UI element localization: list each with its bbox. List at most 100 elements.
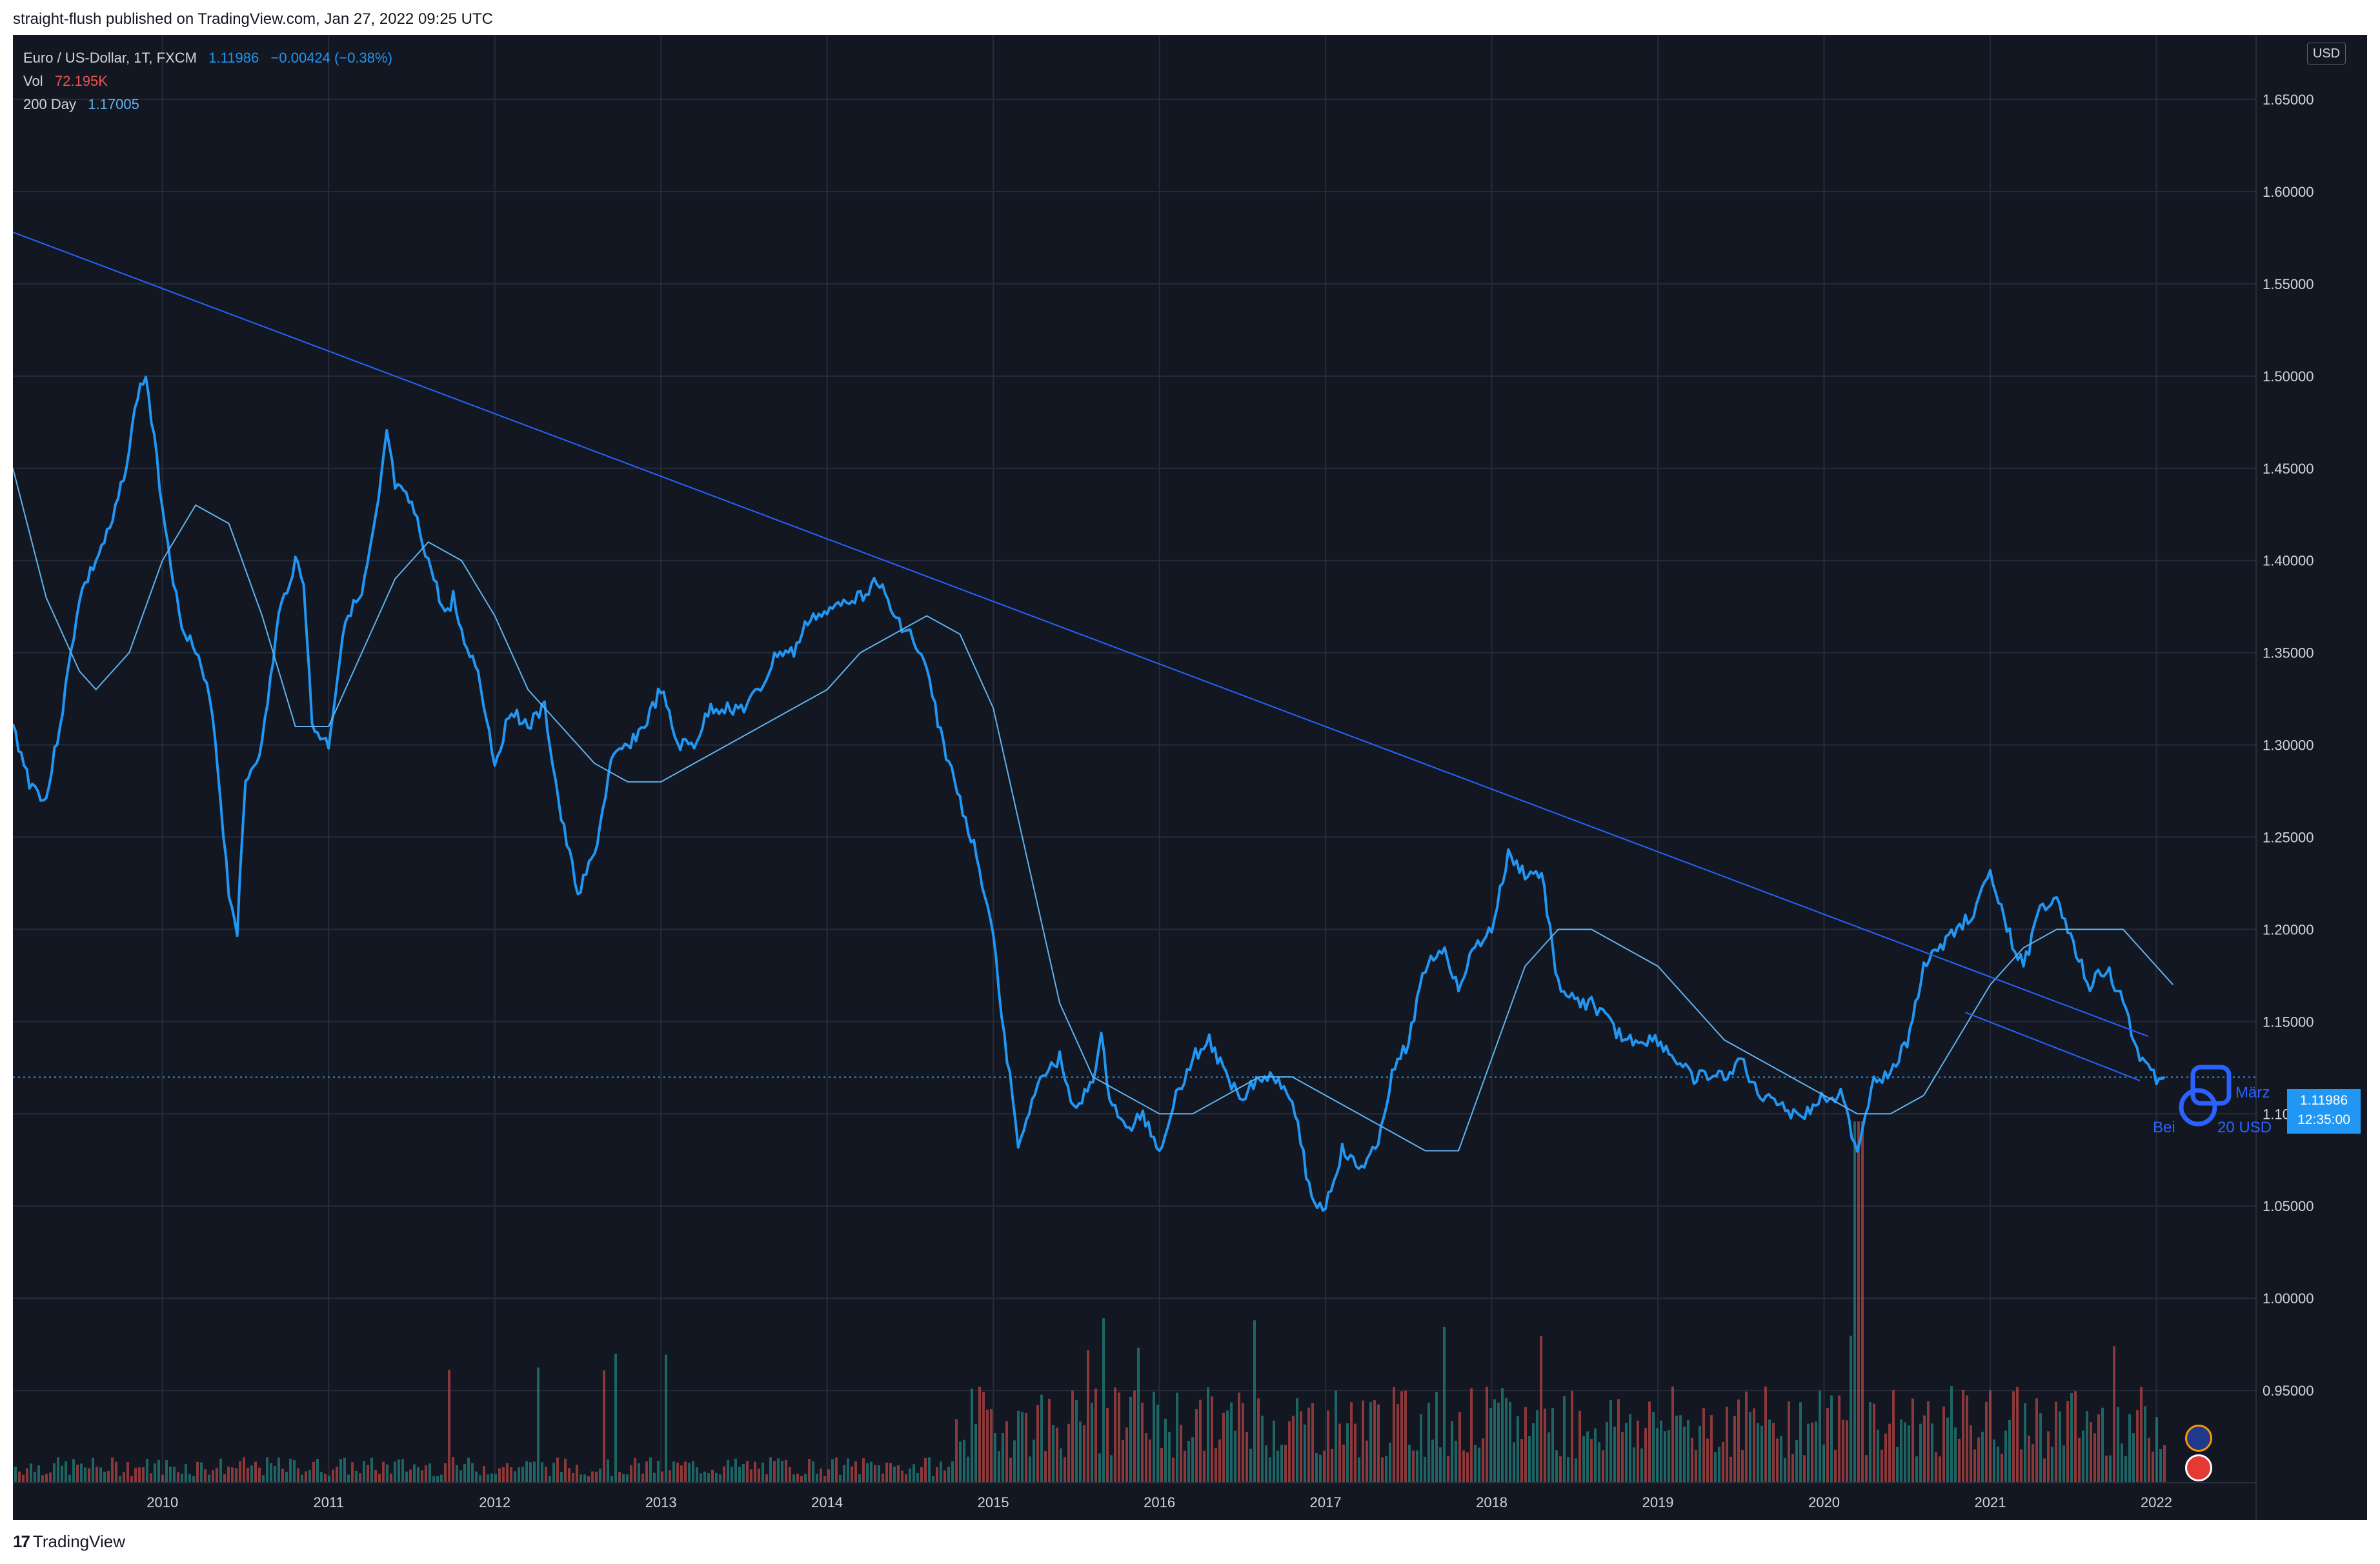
volume-bar — [1811, 1422, 1813, 1483]
volume-bar — [1718, 1447, 1720, 1483]
price-line — [13, 376, 2166, 1212]
volume-bar — [185, 1464, 187, 1483]
volume-bar — [688, 1463, 691, 1483]
volume-bar — [1888, 1423, 1891, 1483]
volume-bar — [250, 1465, 253, 1483]
volume-bar — [1908, 1425, 1910, 1483]
volume-bar — [727, 1459, 729, 1483]
volume-bar — [281, 1469, 284, 1483]
volume-bar — [1981, 1431, 1984, 1483]
volume-bar — [1776, 1438, 1779, 1483]
volume-bar — [370, 1458, 373, 1483]
price-chart[interactable]: 1.65000 1.60000 1.55000 1.50000 1.45000 1.400… — [13, 35, 2367, 1520]
volume-bar — [1939, 1456, 1941, 1483]
volume-bar — [1799, 1402, 1802, 1483]
volume-bar — [820, 1469, 822, 1483]
volume-bar — [26, 1468, 28, 1483]
eu-event-icon[interactable] — [2185, 1425, 2212, 1452]
volume-bar — [823, 1476, 826, 1483]
volume-bar — [339, 1459, 342, 1483]
x-tick-label: 2013 — [645, 1494, 677, 1510]
volume-bar — [456, 1465, 458, 1483]
volume-bar — [177, 1472, 179, 1483]
volume-bar — [700, 1473, 702, 1483]
volume-bar — [1606, 1421, 1608, 1483]
y-tick-label: 1.25000 — [2263, 829, 2314, 845]
volume-bar — [2128, 1414, 2131, 1483]
y-tick-label: 1.60000 — [2263, 184, 2314, 200]
volume-bar — [835, 1457, 838, 1483]
volume-bar — [247, 1467, 249, 1483]
volume-bar — [2121, 1443, 2123, 1483]
volume-bar — [1331, 1449, 1333, 1483]
us-event-icon[interactable] — [2185, 1454, 2212, 1481]
volume-bar — [1613, 1427, 1616, 1483]
volume-bar — [498, 1468, 501, 1483]
volume-bar — [1245, 1432, 1248, 1483]
volume-bar — [1923, 1415, 1926, 1483]
volume-bar — [1435, 1392, 1438, 1483]
price-axis: 1.65000 1.60000 1.55000 1.50000 1.45000 1.400… — [2263, 92, 2314, 1399]
volume-bar — [134, 1467, 137, 1483]
volume-bar — [312, 1461, 315, 1483]
volume-bar — [1199, 1399, 1202, 1483]
annotation-box[interactable] — [2190, 1065, 2232, 1106]
volume-bar — [630, 1465, 632, 1483]
volume-bar — [277, 1458, 280, 1483]
volume-bar — [1989, 1390, 1992, 1483]
volume-bar — [1292, 1416, 1295, 1483]
volume-bar — [812, 1461, 814, 1483]
currency-button[interactable]: USD — [2307, 43, 2346, 65]
volume-bar — [2008, 1419, 2011, 1483]
volume-bar — [870, 1461, 872, 1483]
volume-bar — [1466, 1452, 1469, 1483]
volume-bar — [1443, 1327, 1446, 1483]
volume-bar — [204, 1469, 207, 1483]
volume-bar — [1896, 1447, 1899, 1483]
volume-bar — [572, 1472, 574, 1483]
volume-bar — [1373, 1400, 1376, 1483]
annotation-circle[interactable] — [2179, 1088, 2217, 1127]
volume-bar — [2074, 1391, 2077, 1483]
volume-bar — [394, 1461, 396, 1483]
volume-bar — [738, 1467, 741, 1483]
volume-bar — [947, 1467, 950, 1483]
volume-bar — [119, 1476, 121, 1483]
volume-bar — [649, 1457, 652, 1483]
volume-bar — [792, 1474, 795, 1483]
volume-bar — [1656, 1428, 1659, 1483]
volume-bar — [320, 1472, 323, 1483]
volume-bar — [1087, 1350, 1089, 1483]
volume-bar — [1482, 1438, 1484, 1483]
brand-footer: 17 TradingView — [13, 1532, 125, 1552]
volume-bar — [1532, 1423, 1535, 1483]
volume-bar — [1629, 1414, 1631, 1483]
volume-bar — [2051, 1447, 2053, 1483]
volume-bar — [216, 1467, 218, 1483]
x-tick-label: 2020 — [1808, 1494, 1840, 1510]
volume-bar — [1501, 1388, 1504, 1483]
price-tag-countdown: 12:35:00 — [2297, 1112, 2350, 1127]
volume-bar — [765, 1474, 768, 1483]
volume-bar — [1954, 1427, 1957, 1483]
volume-bar — [231, 1467, 234, 1483]
volume-bar — [707, 1472, 710, 1483]
volume-bar — [37, 1465, 40, 1483]
volume-bar — [1002, 1433, 1004, 1483]
volume-bar — [1575, 1458, 1577, 1483]
volume-bar — [401, 1459, 404, 1483]
volume-bar — [96, 1467, 98, 1483]
volume-bar — [1950, 1386, 1953, 1483]
volume-bar — [1071, 1390, 1074, 1483]
volume-bar — [1567, 1457, 1569, 1483]
volume-bar — [157, 1460, 160, 1483]
volume-bar — [1369, 1402, 1372, 1483]
brand-name: TradingView — [32, 1532, 125, 1551]
volume-bar — [1366, 1440, 1368, 1483]
volume-bar — [719, 1474, 721, 1483]
volume-bar — [289, 1458, 292, 1483]
volume-bar — [1385, 1456, 1387, 1483]
y-tick-label: 1.40000 — [2263, 553, 2314, 569]
volume-bar — [1730, 1456, 1732, 1483]
volume-bar — [1737, 1399, 1740, 1483]
